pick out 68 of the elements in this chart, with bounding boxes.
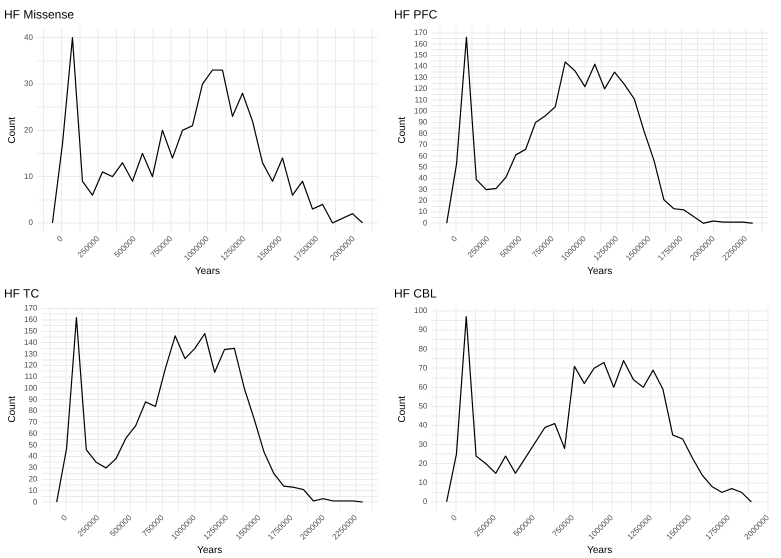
y-tick-label: 90 (28, 394, 38, 404)
y-tick-label: 30 (28, 463, 38, 472)
x-axis-title: Years (587, 544, 612, 556)
y-tick-label: 40 (28, 452, 38, 461)
chart-title: HF Missense (4, 8, 74, 22)
y-tick-label: 40 (24, 32, 34, 42)
y-axis-title: Count (6, 396, 18, 423)
y-tick-label: 140 (414, 62, 428, 71)
y-tick-label: 110 (414, 95, 428, 104)
y-tick-label: 0 (422, 218, 428, 228)
chart-title: HF TC (4, 286, 40, 301)
x-tick-label: 0 (449, 512, 460, 523)
y-tick-label: 170 (414, 28, 428, 38)
y-tick-label: 70 (418, 140, 428, 150)
x-axis-title: Years (587, 266, 612, 277)
y-tick-label: 50 (418, 402, 428, 411)
y-tick-label: 100 (414, 306, 428, 316)
y-tick-label: 140 (24, 338, 38, 347)
y-axis-title: Count (396, 116, 408, 144)
y-tick-label: 100 (24, 383, 38, 392)
y-tick-label: 10 (28, 486, 38, 495)
y-tick-label: 150 (414, 50, 428, 60)
y-tick-label: 160 (414, 39, 428, 48)
x-tick-label: 0 (449, 234, 460, 244)
y-tick-label: 120 (414, 84, 428, 94)
y-tick-label: 40 (418, 174, 428, 183)
y-tick-label: 60 (418, 382, 428, 392)
y-axis-title: Count (396, 396, 408, 423)
y-tick-label: 20 (24, 126, 34, 134)
y-tick-label: 30 (418, 184, 428, 194)
chart-title: HF PFC (394, 8, 438, 22)
y-tick-label: 0 (422, 497, 428, 506)
y-tick-label: 50 (28, 440, 38, 450)
y-tick-label: 10 (24, 172, 34, 181)
y-tick-label: 10 (418, 207, 428, 216)
chart-title: HF CBL (394, 286, 437, 301)
y-tick-label: 40 (418, 420, 428, 430)
y-axis-title: Count (6, 116, 18, 144)
y-tick-label: 170 (24, 304, 38, 313)
y-tick-label: 60 (418, 151, 428, 160)
y-tick-label: 80 (418, 344, 428, 354)
y-tick-label: 10 (418, 478, 428, 488)
y-tick-label: 90 (418, 118, 428, 127)
y-tick-label: 0 (28, 218, 34, 228)
y-tick-label: 20 (28, 474, 38, 484)
y-tick-label: 100 (414, 106, 428, 116)
y-tick-label: 30 (418, 440, 428, 449)
y-tick-label: 160 (24, 315, 38, 324)
y-tick-label: 120 (24, 360, 38, 370)
y-tick-label: 0 (32, 497, 38, 506)
x-tick-label: 0 (59, 512, 70, 523)
y-tick-label: 80 (28, 406, 38, 416)
y-tick-label: 70 (28, 418, 38, 427)
y-tick-label: 30 (24, 79, 34, 88)
y-tick-label: 20 (418, 196, 428, 206)
x-axis-title: Years (194, 266, 220, 277)
y-tick-label: 130 (414, 72, 428, 82)
y-tick-label: 50 (418, 162, 428, 172)
y-tick-label: 130 (24, 349, 38, 358)
x-tick-label: 0 (55, 234, 66, 244)
x-axis-title: Years (197, 544, 222, 556)
y-tick-label: 90 (418, 325, 428, 334)
y-tick-label: 110 (24, 372, 38, 382)
y-tick-label: 150 (24, 326, 38, 336)
y-tick-label: 20 (418, 458, 428, 468)
y-tick-label: 80 (418, 128, 428, 138)
y-tick-label: 60 (28, 428, 38, 438)
y-tick-label: 70 (418, 363, 428, 372)
